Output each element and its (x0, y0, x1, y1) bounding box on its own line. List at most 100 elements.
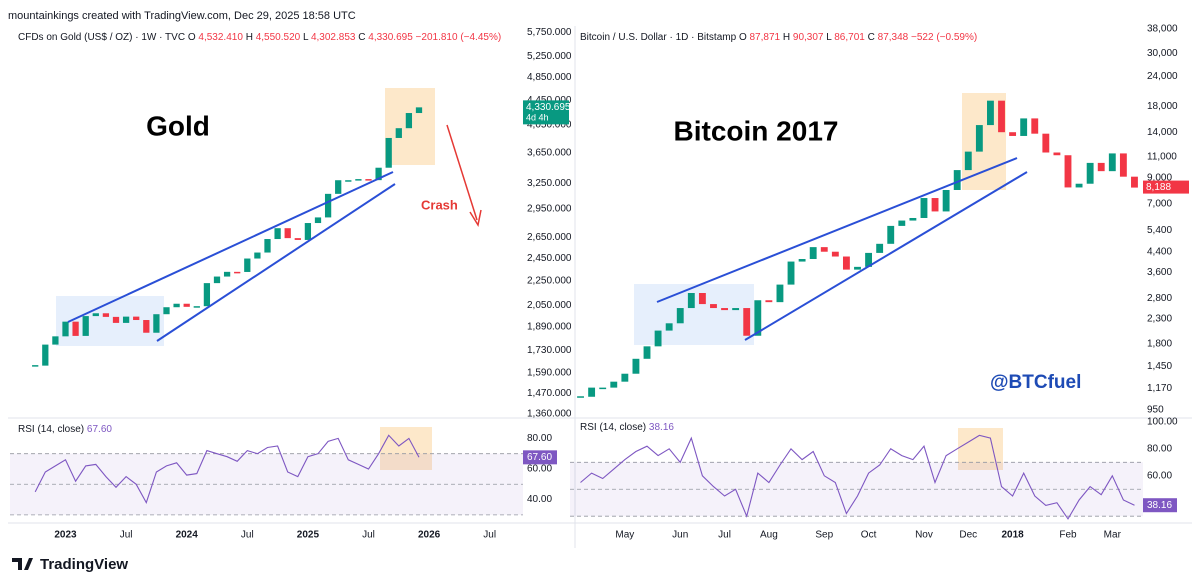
candle (698, 293, 706, 305)
symbol-legend: CFDs on Gold (US$ / OZ) · 1W · TVC O 4,5… (18, 32, 501, 43)
candle (665, 323, 673, 331)
legend-part: H (783, 32, 790, 43)
rsi-tick-label: 80.00 (527, 433, 552, 444)
y-tick-label: 1,590.000 (527, 367, 572, 378)
y-tick-label: 14,000 (1147, 127, 1178, 138)
candle (898, 220, 906, 226)
y-tick-label: 2,650.000 (527, 232, 572, 243)
candle (274, 228, 281, 240)
x-tick-label: Jun (672, 530, 688, 541)
y-tick-label: 9,000 (1147, 172, 1172, 183)
y-tick-label: 2,950.000 (527, 204, 572, 215)
candle (787, 261, 795, 285)
candle (1086, 162, 1094, 184)
candle (324, 193, 332, 218)
candle (942, 189, 950, 212)
candle (577, 396, 584, 398)
candle (335, 180, 342, 194)
candle (213, 276, 221, 284)
rsi-legend: RSI (14, close) 67.60 (18, 424, 112, 435)
candle (314, 217, 322, 224)
highlight-box (380, 427, 432, 470)
rsi-tick-label: 60.00 (1147, 470, 1172, 481)
candle (909, 217, 917, 221)
legend-part: Bitcoin / U.S. Dollar · 1D · Bitstamp (580, 32, 737, 43)
y-tick-label: 3,250.000 (527, 178, 572, 189)
x-tick-label: Sep (815, 530, 833, 541)
candle (203, 283, 211, 307)
rsi-line (34, 434, 420, 504)
x-tick-label: Jul (483, 530, 496, 541)
candle (163, 307, 170, 315)
arrow (446, 124, 478, 221)
candle (776, 284, 784, 303)
x-tick-label: May (615, 530, 634, 541)
rsi-legend-value: 38.16 (649, 422, 674, 433)
candle (820, 247, 828, 252)
y-tick-label: 1,800 (1147, 339, 1172, 350)
y-tick-label: 2,450.000 (527, 253, 572, 264)
candle (1064, 155, 1072, 188)
candle (1131, 176, 1138, 188)
y-tick-label: 3,600 (1147, 267, 1172, 278)
rsi-value-box (1143, 498, 1177, 513)
rsi-value-label: 38.16 (1147, 500, 1172, 511)
candle (831, 251, 839, 257)
candle (385, 137, 392, 168)
candle (1097, 162, 1105, 172)
last-price-box (1143, 180, 1189, 194)
x-tick-label: 2024 (176, 530, 199, 541)
header: mountainkings created with TradingView.c… (8, 10, 356, 22)
candle (975, 125, 983, 152)
rsi-title: RSI (14, close) (18, 424, 84, 435)
candle (798, 259, 806, 262)
candle (365, 179, 372, 181)
legend-part: L (826, 32, 832, 43)
candle (92, 313, 99, 317)
y-tick-label: 30,000 (1147, 48, 1178, 59)
plot-layer: 1,360.000 1,470.000 1,590.000 1,730.000 1,89… (10, 24, 1189, 541)
y-tick-label: 4,400 (1147, 246, 1172, 257)
candle (264, 239, 271, 253)
x-tick-label: 2025 (297, 530, 320, 541)
x-tick-label: Jul (241, 530, 254, 541)
y-tick-label: 4,050.000 (527, 120, 572, 131)
y-tick-label: 1,170 (1147, 383, 1172, 394)
candle (1042, 133, 1050, 153)
candle (809, 247, 817, 260)
candle (1009, 132, 1017, 136)
x-tick-label: Nov (915, 530, 933, 541)
candle (122, 316, 130, 323)
legend-part: 4,330.695 (368, 32, 413, 43)
candle (953, 170, 961, 190)
legend-part: 86,701 (834, 32, 865, 43)
candle (415, 107, 423, 114)
y-tick-label: 1,890.000 (527, 322, 572, 333)
candle (1053, 152, 1061, 156)
symbol-legend: Bitcoin / U.S. Dollar · 1D · Bitstamp O … (580, 32, 977, 43)
candle (82, 316, 89, 336)
trendline (156, 183, 396, 342)
legend-part: O (188, 32, 196, 43)
annotation: @BTCfuel (990, 372, 1081, 393)
legend-part: 4,302.853 (311, 32, 356, 43)
candle (405, 113, 413, 129)
candle (284, 228, 291, 239)
rsi-title: RSI (14, close) (580, 422, 646, 433)
candle (304, 223, 312, 240)
legend-part: H (246, 32, 253, 43)
candle (52, 336, 59, 345)
y-tick-label: 4,450.000 (527, 95, 572, 106)
x-tick-label: 2023 (54, 530, 77, 541)
candle (931, 198, 939, 212)
y-tick-label: 950 (1147, 405, 1164, 416)
x-tick-label: 2018 (1001, 530, 1024, 541)
trendline (656, 157, 1018, 303)
candle (375, 167, 382, 181)
candle (173, 303, 180, 308)
candle (687, 293, 695, 309)
rsi-legend: RSI (14, close) 38.16 (580, 422, 674, 433)
candle (1119, 153, 1127, 177)
candle (643, 346, 651, 359)
candle (153, 314, 160, 333)
